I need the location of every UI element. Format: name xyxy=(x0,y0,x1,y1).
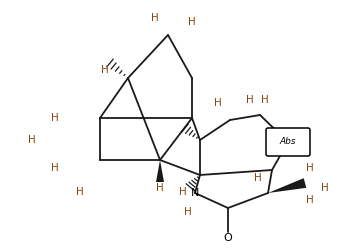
Text: H: H xyxy=(151,13,159,23)
Text: H: H xyxy=(184,207,192,217)
Polygon shape xyxy=(156,160,164,182)
Text: H: H xyxy=(101,65,109,75)
Text: H: H xyxy=(246,95,254,105)
Text: H: H xyxy=(321,183,329,193)
Text: H: H xyxy=(188,17,196,27)
Text: H: H xyxy=(51,163,59,173)
Text: H: H xyxy=(261,95,269,105)
Text: H: H xyxy=(156,183,164,193)
Text: H: H xyxy=(306,163,314,173)
FancyBboxPatch shape xyxy=(266,128,310,156)
Text: H: H xyxy=(254,173,262,183)
Text: H: H xyxy=(51,113,59,123)
Text: O: O xyxy=(224,233,232,243)
Polygon shape xyxy=(268,178,306,193)
Text: H: H xyxy=(76,187,84,197)
Text: H: H xyxy=(179,187,187,197)
Text: Abs: Abs xyxy=(280,138,296,146)
Text: H: H xyxy=(214,98,222,108)
Text: N: N xyxy=(191,188,199,198)
Text: H: H xyxy=(306,195,314,205)
Text: H: H xyxy=(28,135,36,145)
